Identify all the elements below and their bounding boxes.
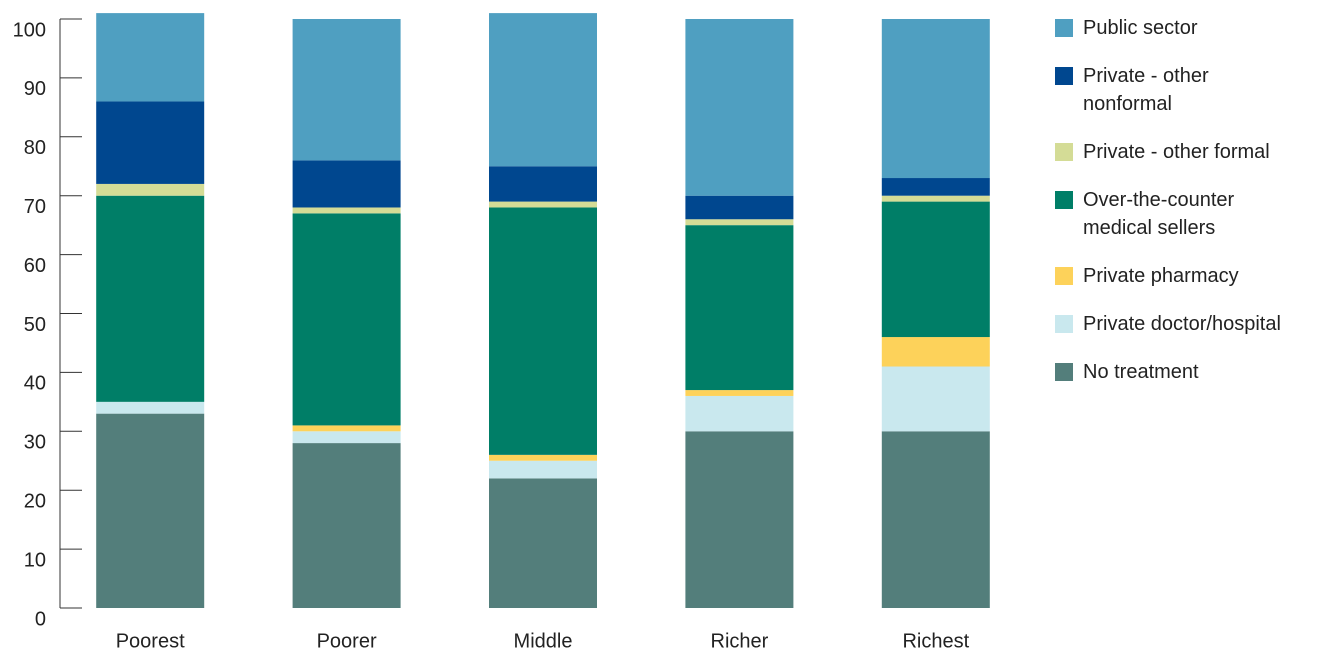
- legend-item: Public sector: [1055, 14, 1335, 42]
- legend-swatch: [1055, 143, 1073, 161]
- y-tick-label: 70: [24, 196, 46, 218]
- bar-segment: [292, 431, 401, 444]
- bar-segment: [292, 207, 401, 214]
- bar-segment: [881, 195, 990, 202]
- x-tick-label: Richest: [902, 630, 969, 652]
- legend-label: Private - other nonformal: [1083, 65, 1209, 115]
- legend-swatch: [1055, 363, 1073, 381]
- legend: Public sector Private - other nonformal Pr…: [1055, 14, 1335, 406]
- y-tick-label: 100: [13, 19, 46, 41]
- y-tick-label: 20: [24, 490, 46, 512]
- bar-segment: [96, 401, 205, 414]
- bar-segment: [489, 166, 597, 202]
- legend-swatch: [1055, 267, 1073, 285]
- plot: 0 10 20 30 40 50 60 70 80 90 100 Poorest Poorer Middl…: [13, 13, 990, 652]
- bar-segment: [292, 160, 401, 208]
- bar-segment: [292, 443, 401, 608]
- bar-segment: [685, 219, 794, 226]
- y-tick-label: 90: [24, 78, 46, 100]
- bar-segment: [685, 195, 794, 220]
- bar-segment: [489, 460, 597, 479]
- y-tick-label: 0: [35, 608, 46, 630]
- bar-segment: [489, 454, 597, 461]
- bar-segment: [881, 178, 990, 196]
- legend-swatch: [1055, 67, 1073, 85]
- x-tick-label: Richer: [711, 630, 769, 652]
- legend-item: Private - other formal: [1055, 138, 1335, 166]
- bar-segment: [96, 13, 205, 102]
- bar-segment: [489, 478, 597, 608]
- bar-segment: [685, 395, 794, 432]
- legend-label: Private doctor/hospital: [1083, 313, 1281, 335]
- y-tick-label: 50: [24, 314, 46, 336]
- legend-item: No treatment: [1055, 358, 1335, 386]
- x-tick-label: Poorest: [116, 630, 185, 652]
- x-tick-label: Middle: [514, 630, 573, 652]
- legend-label: Over-the-counter medical sellers: [1083, 189, 1235, 239]
- bar-segment: [685, 19, 794, 196]
- bar-segment: [881, 431, 990, 608]
- bar-segment: [489, 13, 597, 167]
- bar-segment: [881, 19, 990, 179]
- bar-segment: [489, 207, 597, 455]
- bar-segment: [96, 195, 205, 402]
- y-tick-label: 40: [24, 373, 46, 395]
- legend-item: Private doctor/hospital: [1055, 310, 1335, 338]
- y-tick-label: 30: [24, 432, 46, 454]
- legend-label: Private pharmacy: [1083, 265, 1239, 287]
- legend-item: Over-the-counter medical sellers: [1055, 186, 1335, 242]
- y-tick-label: 10: [24, 549, 46, 571]
- legend-item: Private - other nonformal: [1055, 62, 1335, 118]
- legend-label: Public sector: [1083, 17, 1198, 39]
- legend-item: Private pharmacy: [1055, 262, 1335, 290]
- legend-label: Private - other formal: [1083, 141, 1270, 163]
- bar-segment: [96, 183, 205, 196]
- bar-segment: [881, 337, 990, 367]
- bar-segment: [881, 366, 990, 432]
- bar-segment: [292, 19, 401, 161]
- bar-segment: [96, 101, 205, 184]
- bar-segment: [685, 431, 794, 608]
- bar-segment: [685, 390, 794, 396]
- bar-segment: [96, 413, 205, 608]
- y-tick-label: 60: [24, 255, 46, 277]
- x-tick-label: Poorer: [317, 630, 377, 652]
- legend-swatch: [1055, 191, 1073, 209]
- bar-segment: [881, 201, 990, 338]
- bar-segment: [685, 225, 794, 391]
- legend-swatch: [1055, 315, 1073, 333]
- bar-segment: [489, 201, 597, 208]
- legend-swatch: [1055, 19, 1073, 37]
- bar-segment: [292, 425, 401, 432]
- y-tick-label: 80: [24, 137, 46, 159]
- bar-segment: [292, 213, 401, 426]
- legend-label: No treatment: [1083, 361, 1199, 383]
